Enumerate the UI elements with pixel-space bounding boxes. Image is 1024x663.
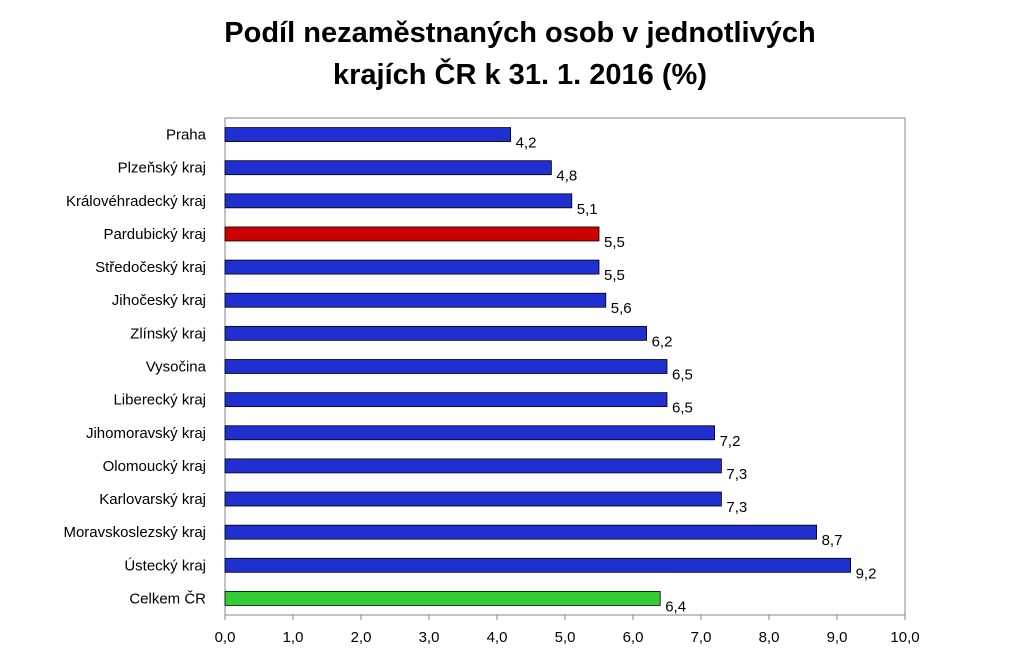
bar-6 [224, 325, 648, 341]
bar-11 [224, 491, 722, 507]
value-label-8: 6,5 [672, 400, 693, 417]
bar-12 [224, 524, 817, 540]
x-tick-label-3: 3,0 [419, 629, 440, 646]
value-label-11: 7,3 [726, 499, 747, 516]
chart-title-line-2: krajích ČR k 31. 1. 2016 (%) [333, 59, 707, 91]
value-label-3: 5,5 [604, 234, 625, 251]
x-tick-label-1: 1,0 [283, 629, 304, 646]
value-label-13: 9,2 [856, 565, 877, 582]
x-tick-label-7: 7,0 [691, 629, 712, 646]
x-tick-label-2: 2,0 [351, 629, 372, 646]
category-label-4: Středočeský kraj [95, 259, 206, 276]
category-label-14: Celkem ČR [129, 590, 206, 607]
value-label-4: 5,5 [604, 267, 625, 284]
bar-14 [224, 591, 661, 606]
x-tick-label-0: 0,0 [215, 629, 236, 646]
bar-5 [224, 292, 607, 308]
bar-2 [224, 193, 573, 209]
category-label-13: Ústecký kraj [124, 557, 206, 574]
value-label-14: 6,4 [665, 598, 686, 615]
category-label-3: Pardubický kraj [103, 226, 206, 243]
value-label-2: 5,1 [577, 201, 598, 218]
category-labels: Praha Plzeňský kraj Královéhradecký kraj Pa… [63, 127, 206, 608]
chart-title-line-1: Podíl nezaměstnaných osob v jednotlivých [224, 17, 816, 49]
chart-title: Podíl nezaměstnaných osob v jednotlivých… [0, 12, 1024, 96]
x-tick-label-4: 4,0 [487, 629, 508, 646]
x-tick-label-8: 8,0 [759, 629, 780, 646]
x-axis-ticks: 0,0 1,0 2,0 3,0 4,0 5,0 6,0 7,0 8,0 9,0 10,0 [215, 615, 920, 646]
category-label-12: Moravskoslezský kraj [63, 524, 206, 541]
bar-3 [224, 226, 600, 242]
x-tick-label-10: 10,0 [890, 629, 919, 646]
category-label-10: Olomoucký kraj [103, 458, 206, 475]
category-label-5: Jihočeský kraj [112, 292, 206, 309]
x-tick-label-9: 9,0 [827, 629, 848, 646]
category-label-11: Karlovarský kraj [99, 491, 206, 508]
bars-group [224, 127, 851, 606]
value-label-7: 6,5 [672, 367, 693, 384]
category-label-9: Jihomoravský kraj [86, 425, 206, 442]
x-tick-label-5: 5,0 [555, 629, 576, 646]
bar-4 [224, 259, 600, 275]
bar-0 [224, 127, 512, 142]
bar-1 [224, 160, 552, 176]
value-label-6: 6,2 [652, 333, 673, 350]
category-label-1: Plzeňský kraj [118, 160, 206, 177]
value-label-12: 8,7 [822, 532, 843, 549]
x-tick-label-6: 6,0 [623, 629, 644, 646]
category-label-2: Královéhradecký kraj [66, 193, 206, 210]
category-label-0: Praha [166, 127, 207, 144]
value-label-10: 7,3 [726, 466, 747, 483]
category-label-6: Zlínský kraj [130, 325, 206, 342]
bar-7 [224, 359, 668, 374]
value-label-9: 7,2 [720, 433, 741, 450]
bar-9 [224, 425, 716, 441]
value-labels: 4,2 4,85,1 5,5 5,5 5,6 6,2 6,5 6,5 7,2 7,3 7,3 8,7 9… [516, 135, 877, 616]
value-label-5: 5,6 [611, 300, 632, 317]
category-label-8: Liberecký kraj [113, 392, 206, 409]
value-label-0: 4,2 [516, 135, 537, 152]
bar-10 [224, 458, 722, 474]
category-label-7: Vysočina [146, 359, 207, 376]
bar-13 [224, 557, 851, 573]
value-label-1: 4,8 [556, 168, 577, 185]
bar-8 [224, 392, 668, 408]
